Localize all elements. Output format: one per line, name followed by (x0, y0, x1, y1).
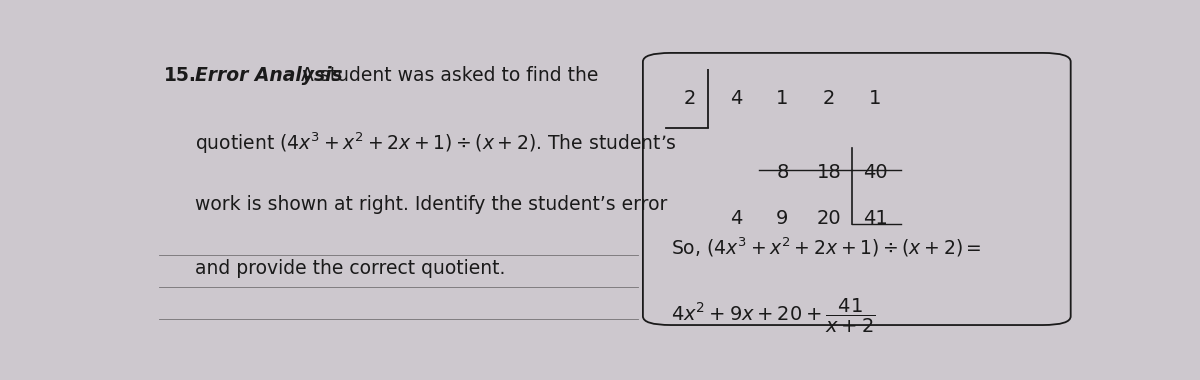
Text: 8: 8 (776, 163, 788, 182)
Text: 2: 2 (683, 90, 696, 109)
Text: 4: 4 (730, 209, 742, 228)
Text: 1: 1 (776, 90, 788, 109)
Text: 9: 9 (776, 209, 788, 228)
Text: 4: 4 (730, 90, 742, 109)
Text: and provide the correct quotient.: and provide the correct quotient. (194, 259, 505, 278)
Text: 40: 40 (863, 163, 888, 182)
Text: 20: 20 (816, 209, 841, 228)
Text: 18: 18 (816, 163, 841, 182)
Text: $4x^2 + 9x + 20 + \dfrac{41}{x+2}$: $4x^2 + 9x + 20 + \dfrac{41}{x+2}$ (671, 297, 875, 335)
Text: quotient $(4x^3 + x^2 + 2x + 1) \div (x + 2)$. The student’s: quotient $(4x^3 + x^2 + 2x + 1) \div (x … (194, 130, 677, 156)
Text: A student was asked to find the: A student was asked to find the (295, 66, 599, 85)
Text: 2: 2 (823, 90, 835, 109)
Text: 15.: 15. (164, 66, 197, 85)
Text: work is shown at right. Identify the student’s error: work is shown at right. Identify the stu… (194, 195, 667, 214)
Text: So, $(4x^3 + x^2 + 2x + 1) \div (x + 2) =$: So, $(4x^3 + x^2 + 2x + 1) \div (x + 2) … (671, 236, 982, 259)
Text: Error Analysis: Error Analysis (194, 66, 342, 85)
Text: 1: 1 (869, 90, 882, 109)
Text: 41: 41 (863, 209, 888, 228)
